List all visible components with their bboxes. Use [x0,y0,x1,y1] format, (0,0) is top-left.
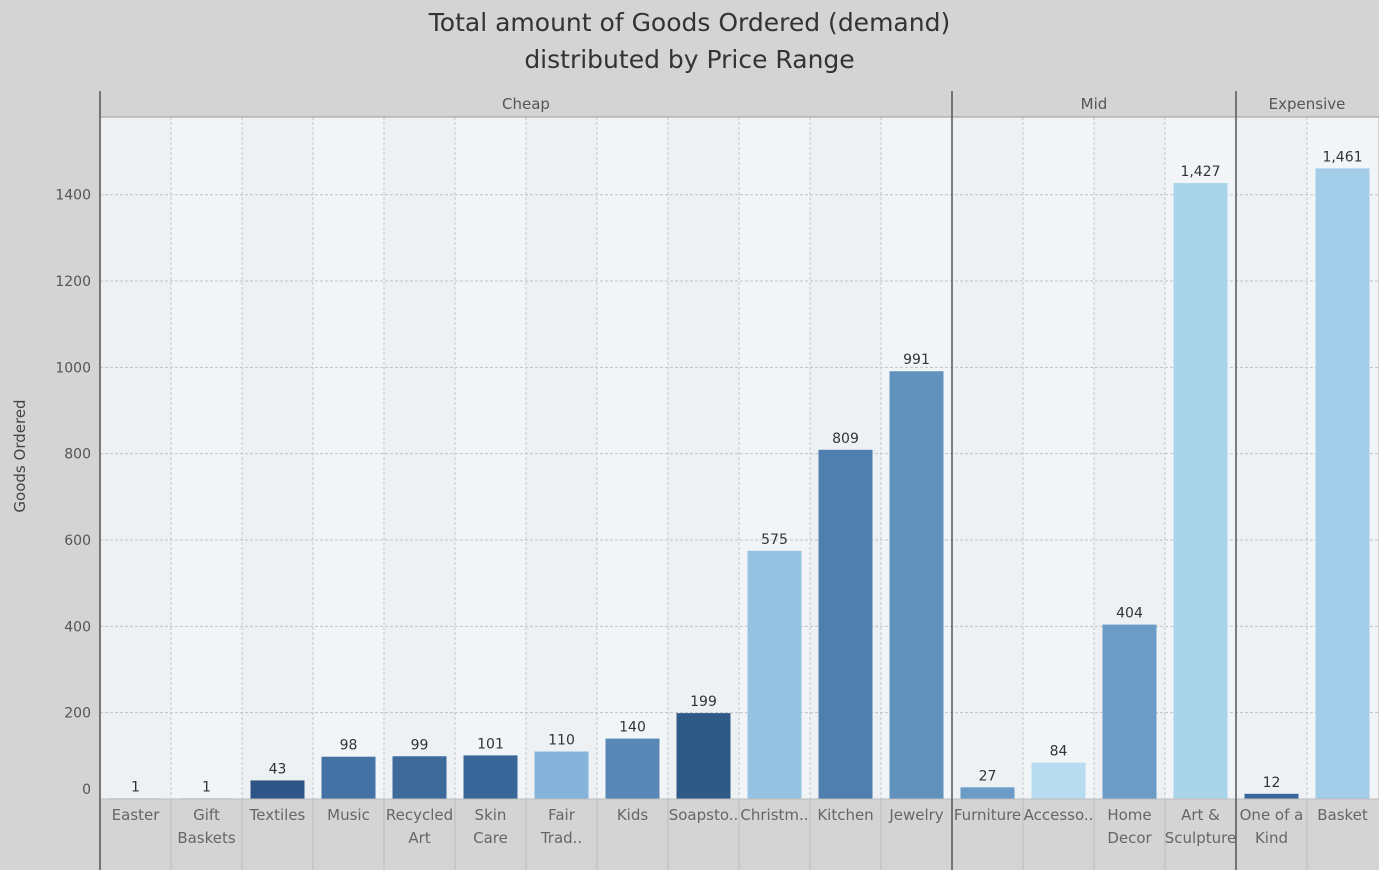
column-background [1023,117,1094,799]
bar [960,787,1015,799]
bar [534,751,589,799]
y-tick-label: 1400 [55,188,91,204]
x-tick-label: Christm.. [740,806,808,824]
column-background [384,117,455,799]
bar [605,738,660,799]
x-tick-label: Kind [1255,829,1288,847]
data-label: 84 [1050,744,1068,760]
data-label: 991 [903,352,930,368]
bar [747,550,802,799]
x-tick-label: Kids [617,806,649,824]
y-tick-label: 1000 [55,360,91,376]
x-tick-label: Art [408,829,430,847]
column-background [100,117,171,799]
chart-title-line-1: Total amount of Goods Ordered (demand) [428,8,951,37]
data-label: 809 [832,431,859,447]
x-tick-label: Art & [1181,806,1220,824]
bar [889,371,944,799]
data-label: 12 [1263,775,1281,791]
x-tick-label: Recycled [386,806,453,824]
y-tick-label: 200 [64,706,91,722]
column-background [455,117,526,799]
x-tick-label: Jewelry [888,806,943,824]
bar [1315,168,1370,799]
bar [1173,183,1228,800]
x-tick-label: Sculpture [1165,829,1236,847]
x-tick-label: Music [327,806,370,824]
x-tick-label: Soapsto.. [669,806,739,824]
group-header-label: Expensive [1269,95,1346,113]
data-label: 99 [411,737,429,753]
column-background [526,117,597,799]
bar [392,756,447,799]
x-tick-label: Furniture [954,806,1021,824]
x-tick-label: Textiles [249,806,306,824]
y-tick-label: 400 [64,619,91,635]
data-label: 199 [690,694,717,710]
data-label: 140 [619,720,646,736]
y-tick-label: 600 [64,533,91,549]
x-tick-label: Skin [475,806,507,824]
column-background [1236,117,1307,799]
data-label: 1,427 [1180,164,1220,180]
x-tick-label: Home [1107,806,1151,824]
data-label: 110 [548,733,575,749]
y-tick-label: 0 [82,782,91,798]
data-label: 404 [1116,606,1143,622]
group-header-label: Cheap [502,95,550,113]
x-tick-label: Gift [193,806,220,824]
data-label: 98 [340,738,358,754]
y-tick-label: 800 [64,447,91,463]
x-tick-label: Care [473,829,508,847]
bar [250,780,305,799]
bar [1031,762,1086,799]
data-label: 43 [269,761,287,777]
x-tick-label: Baskets [177,829,236,847]
column-background [171,117,242,799]
x-tick-label: One of a [1240,806,1304,824]
bar [463,755,518,799]
data-label: 1 [202,780,211,796]
column-background [242,117,313,799]
bar [1102,624,1157,799]
x-tick-label: Trad.. [540,829,582,847]
y-tick-label: 1200 [55,274,91,290]
group-header-label: Mid [1081,95,1108,113]
x-tick-label: Easter [112,806,161,824]
data-label: 1 [131,780,140,796]
column-background [597,117,668,799]
column-background [668,117,739,799]
chart-title-line-2: distributed by Price Range [524,45,855,74]
x-tick-label: Basket [1317,806,1368,824]
data-label: 27 [979,768,997,784]
data-label: 1,461 [1322,149,1362,165]
data-label: 101 [477,736,504,752]
bar [676,713,731,799]
bar [818,449,873,799]
x-tick-label: Kitchen [817,806,873,824]
x-tick-label: Fair [548,806,576,824]
y-axis-title: Goods Ordered [11,399,29,512]
bar [1244,793,1299,799]
x-tick-label: Decor [1107,829,1152,847]
group-header-band [100,91,1379,117]
column-background [952,117,1023,799]
column-background [313,117,384,799]
bar [321,756,376,799]
x-tick-label: Accesso.. [1024,806,1094,824]
data-label: 575 [761,532,788,548]
